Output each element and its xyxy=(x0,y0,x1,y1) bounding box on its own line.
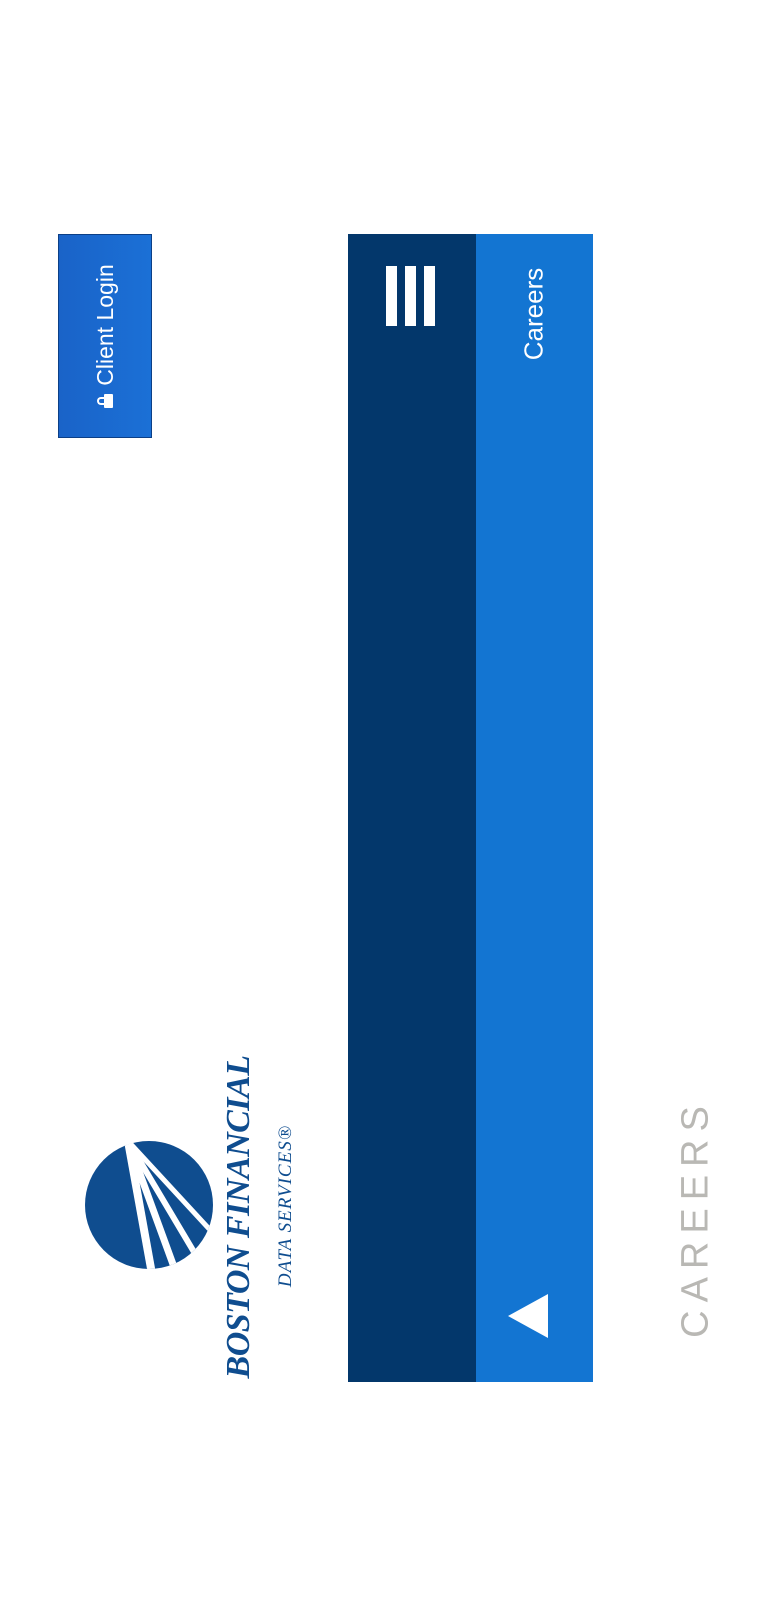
lock-icon xyxy=(97,393,113,408)
hamburger-menu-icon[interactable] xyxy=(386,266,436,326)
main-navbar: Careers xyxy=(348,234,593,1382)
play-icon[interactable] xyxy=(508,1294,548,1338)
careers-nav-label: Careers xyxy=(518,267,549,361)
navbar-dark-section xyxy=(348,234,476,1382)
careers-nav-link[interactable]: Careers xyxy=(476,234,593,374)
client-login-label: Client Login xyxy=(91,264,118,386)
page-title: CAREERS xyxy=(674,1098,717,1338)
brand-name-secondary: DATA SERVICES® xyxy=(275,1124,296,1288)
sunburst-logo-icon xyxy=(85,1141,213,1269)
client-login-button[interactable]: Client Login xyxy=(58,234,152,438)
brand-logo[interactable]: BOSTON FINANCIAL DATA SERVICES® xyxy=(84,1056,316,1384)
navbar-light-section: Careers xyxy=(476,234,593,1382)
client-login-inner: Client Login xyxy=(90,234,120,438)
brand-name-primary: BOSTON FINANCIAL xyxy=(220,1055,257,1379)
